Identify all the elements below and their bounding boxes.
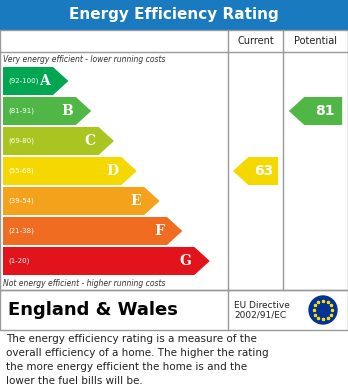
Text: (1-20): (1-20): [8, 258, 29, 264]
Bar: [0, 0, 348, 30]
Text: E: E: [130, 194, 141, 208]
Polygon shape: [3, 187, 160, 215]
Text: 2002/91/EC: 2002/91/EC: [234, 310, 286, 319]
Text: England & Wales: England & Wales: [8, 301, 178, 319]
Text: EU Directive: EU Directive: [234, 301, 290, 310]
Text: D: D: [106, 164, 118, 178]
Text: B: B: [61, 104, 73, 118]
Polygon shape: [233, 157, 278, 185]
Text: G: G: [180, 254, 191, 268]
Text: (81-91): (81-91): [8, 108, 34, 114]
Text: (69-80): (69-80): [8, 138, 34, 144]
Text: Energy Efficiency Rating: Energy Efficiency Rating: [69, 7, 279, 23]
Text: Not energy efficient - higher running costs: Not energy efficient - higher running co…: [3, 278, 166, 287]
Text: (39-54): (39-54): [8, 198, 34, 204]
Text: Current: Current: [237, 36, 274, 46]
Circle shape: [309, 296, 337, 324]
Polygon shape: [3, 97, 91, 125]
Text: (21-38): (21-38): [8, 228, 34, 234]
Text: Very energy efficient - lower running costs: Very energy efficient - lower running co…: [3, 54, 166, 63]
Polygon shape: [3, 247, 210, 275]
Polygon shape: [3, 157, 137, 185]
Text: A: A: [39, 74, 50, 88]
Text: 63: 63: [254, 164, 273, 178]
Polygon shape: [3, 67, 69, 95]
Text: (55-68): (55-68): [8, 168, 34, 174]
Polygon shape: [289, 97, 342, 125]
Text: 81: 81: [315, 104, 335, 118]
Polygon shape: [3, 217, 182, 245]
Text: (92-100): (92-100): [8, 78, 38, 84]
Bar: [0, 290, 348, 330]
Polygon shape: [3, 127, 114, 155]
Text: C: C: [85, 134, 96, 148]
Text: Potential: Potential: [294, 36, 337, 46]
Bar: [0, 30, 348, 290]
Text: F: F: [154, 224, 164, 238]
Text: The energy efficiency rating is a measure of the
overall efficiency of a home. T: The energy efficiency rating is a measur…: [6, 334, 269, 386]
